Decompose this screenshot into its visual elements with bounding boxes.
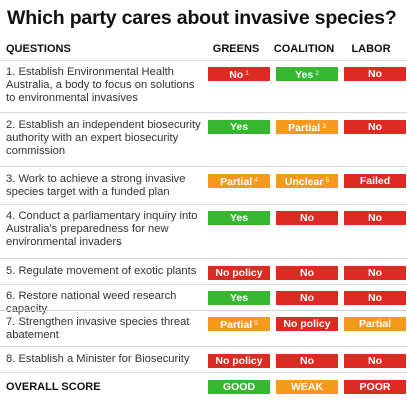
question-text: 8. Establish a Minister for Biosecurity: [6, 353, 190, 365]
footnote-marker: 2: [315, 70, 319, 77]
greens-rating-text: Yes: [229, 212, 249, 224]
greens-rating-badge: No policy: [208, 266, 270, 280]
table-row: 4. Conduct a parliamentary inquiry into …: [0, 204, 407, 258]
labor-rating-badge: No: [344, 291, 406, 305]
question-text: 7. Strengthen invasive species threat ab…: [6, 316, 190, 341]
coalition-rating-badge: Partial 3: [276, 120, 338, 134]
greens-rating-badge: No policy: [208, 354, 270, 368]
labor-rating-badge: Failed: [344, 174, 406, 188]
greens-rating-text: Yes: [229, 121, 249, 133]
labor-rating-badge: No: [344, 120, 406, 134]
coalition-rating-badge: Yes 2: [276, 67, 338, 81]
labor-rating-text: No: [368, 292, 382, 304]
greens-rating-badge: Yes: [208, 291, 270, 305]
labor-rating-badge: No: [344, 211, 406, 225]
labor-rating-badge: No: [344, 67, 406, 81]
header-labor: LABOR: [351, 43, 391, 55]
greens-rating-text: Partial: [220, 176, 253, 188]
header-greens: GREENS: [212, 43, 260, 55]
coalition-rating-badge: Unclear 5: [276, 174, 338, 188]
footnote-marker: 1: [245, 70, 249, 77]
coalition-rating-text: No: [300, 267, 314, 279]
table-row: 5. Regulate movement of exotic plants No …: [0, 258, 407, 284]
footnote-marker: 5: [325, 177, 330, 184]
labor-rating-text: No: [368, 355, 382, 367]
labor-overall-score-badge: POOR: [344, 380, 406, 394]
table-row: 8. Establish a Minister for Biosecurity N…: [0, 346, 407, 372]
header-coalition: COALITION: [273, 43, 335, 55]
coalition-overall-score-badge: WEAK: [276, 380, 338, 394]
footnote-marker: 5: [254, 320, 258, 327]
greens-rating-text: Yes: [229, 292, 249, 304]
overall-score-row: OVERALL SCORE GOOD WEAK POOR: [0, 372, 407, 400]
labor-rating-badge: No: [344, 354, 406, 368]
greens-rating-badge: Yes: [208, 120, 270, 134]
table-row: 6. Restore national weed research capaci…: [0, 284, 407, 315]
greens-rating-text: Partial: [220, 319, 253, 331]
coalition-rating-badge: No: [276, 266, 338, 280]
question-text: 5. Regulate movement of exotic plants: [6, 265, 197, 277]
question-text: 6. Restore national weed research capaci…: [6, 290, 177, 315]
coalition-rating-text: Yes: [295, 69, 314, 81]
header-questions: QUESTIONS: [6, 43, 71, 55]
greens-overall-score-text: GOOD: [222, 381, 256, 393]
greens-rating-badge: Partial 5: [208, 317, 270, 331]
coalition-rating-text: Unclear: [284, 176, 324, 188]
greens-rating-badge: Yes: [208, 211, 270, 225]
greens-overall-score-badge: GOOD: [208, 380, 270, 394]
question-text: 4. Conduct a parliamentary inquiry into …: [6, 210, 198, 248]
greens-rating-text: No policy: [215, 355, 263, 367]
table-row: 3. Work to achieve a strong invasive spe…: [0, 166, 407, 204]
coalition-rating-text: No: [300, 355, 314, 367]
coalition-rating-text: No: [300, 212, 314, 224]
coalition-overall-score-text: WEAK: [290, 381, 324, 393]
footnote-marker: 4: [254, 177, 258, 184]
coalition-rating-badge: No: [276, 291, 338, 305]
greens-rating-badge: No 1: [208, 67, 270, 81]
labor-rating-text: No: [368, 121, 382, 133]
labor-rating-badge: Partial: [344, 317, 406, 331]
coalition-rating-text: No: [300, 292, 314, 304]
greens-rating-text: No: [229, 69, 244, 81]
coalition-rating-text: Partial: [288, 122, 321, 134]
labor-rating-badge: No: [344, 266, 406, 280]
table-header: QUESTIONS GREENS COALITION LABOR: [0, 40, 407, 60]
question-text: 2. Establish an independent biosecurity …: [6, 119, 201, 157]
overall-score-label: OVERALL SCORE: [6, 381, 101, 393]
greens-rating-badge: Partial 4: [208, 174, 270, 188]
labor-rating-text: No: [368, 212, 382, 224]
coalition-rating-text: No policy: [283, 318, 331, 330]
labor-rating-text: No: [368, 68, 382, 80]
coalition-rating-badge: No: [276, 354, 338, 368]
greens-rating-text: No policy: [215, 267, 263, 279]
labor-rating-text: Failed: [359, 175, 391, 187]
coalition-rating-badge: No: [276, 211, 338, 225]
table-row: 7. Strengthen invasive species threat ab…: [0, 310, 407, 346]
labor-rating-text: No: [368, 267, 382, 279]
labor-rating-text: Partial: [358, 318, 392, 330]
table-row: 1. Establish Environmental Health Austra…: [0, 60, 407, 112]
page-title: Which party cares about invasive species…: [7, 7, 397, 29]
table-row: 2. Establish an independent biosecurity …: [0, 112, 407, 166]
question-text: 1. Establish Environmental Health Austra…: [6, 66, 195, 104]
coalition-rating-badge: No policy: [276, 317, 338, 331]
labor-overall-score-text: POOR: [359, 381, 391, 393]
footnote-marker: 3: [322, 123, 326, 130]
question-text: 3. Work to achieve a strong invasive spe…: [6, 173, 186, 198]
